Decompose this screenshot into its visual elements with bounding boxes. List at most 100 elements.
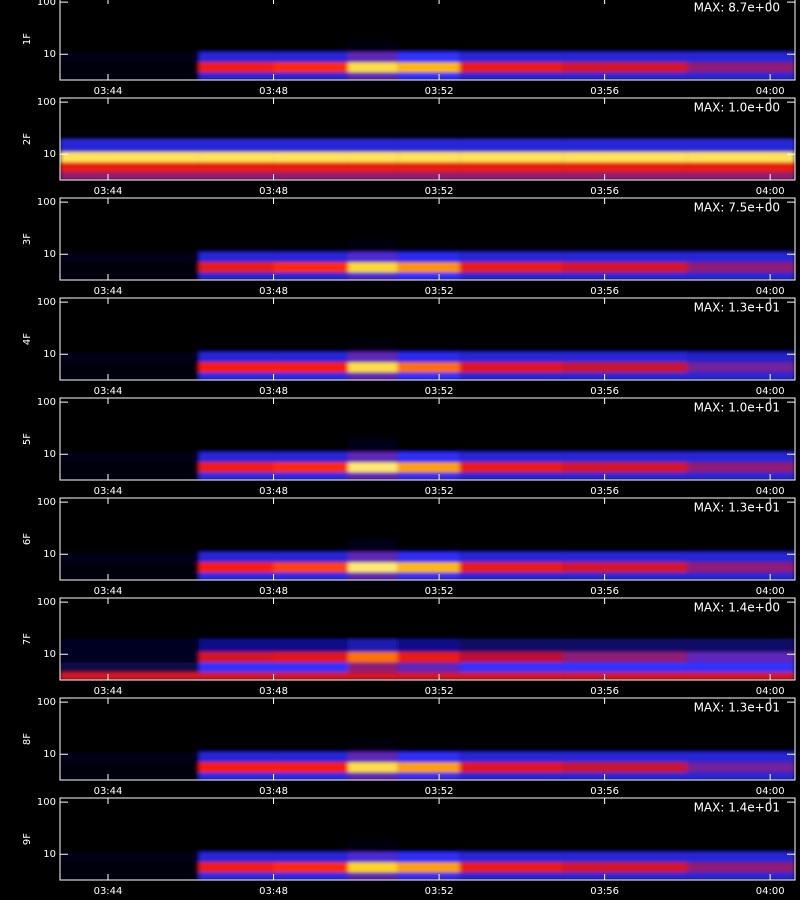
heat-cell — [273, 552, 349, 563]
heat-cell — [563, 438, 688, 453]
heat-cell — [397, 238, 460, 253]
heat-cell — [459, 238, 564, 253]
heat-cell — [687, 362, 795, 373]
heat-cell — [687, 552, 795, 563]
heat-cell — [273, 352, 349, 363]
spectrogram-panel: 10 100 03:44 03:48 03:52 03:56 04:00 6F MAX: 1.3… — [22, 497, 796, 597]
x-tick-label: 03:44 — [94, 386, 123, 397]
heat-cell — [397, 662, 460, 673]
heat-cell — [199, 338, 274, 353]
heat-cell — [459, 38, 564, 53]
heat-cell — [459, 462, 564, 473]
heat-cell — [687, 572, 795, 580]
spectrogram-panel: 10 100 03:44 03:48 03:52 03:56 04:00 4F MAX: 1.3… — [22, 297, 796, 397]
heat-cell — [563, 238, 688, 253]
heatmap — [60, 738, 795, 780]
heat-cell — [273, 752, 349, 763]
heat-cell — [348, 452, 398, 463]
y-tick-label: 10 — [43, 549, 56, 560]
x-tick-label: 04:00 — [756, 486, 785, 497]
heat-cell — [60, 338, 200, 353]
heat-cell — [199, 352, 274, 363]
heat-cell — [397, 262, 460, 273]
heat-cell — [687, 352, 795, 363]
heat-cell — [687, 152, 795, 163]
heat-cell — [60, 552, 200, 563]
heat-cell — [687, 338, 795, 353]
heat-cell — [563, 472, 688, 480]
heat-cell — [397, 72, 460, 80]
heat-cell — [459, 738, 564, 753]
y-tick-label: 10 — [43, 849, 56, 860]
x-tick-label: 04:00 — [756, 386, 785, 397]
heat-cell — [273, 338, 349, 353]
plot-frame — [59, 397, 796, 481]
heat-cell — [348, 772, 398, 780]
heat-cell — [459, 562, 564, 573]
x-tick-label: 03:52 — [425, 786, 454, 797]
heat-cell — [60, 652, 200, 663]
heat-cell — [348, 662, 398, 673]
max-label: MAX: 8.7e+00 — [694, 1, 780, 15]
plot-frame — [59, 0, 796, 81]
heat-cell — [273, 138, 349, 153]
heat-cell — [348, 38, 398, 53]
max-label: MAX: 1.4e+01 — [694, 801, 780, 815]
x-tick-label: 03:52 — [425, 186, 454, 197]
heat-cell — [397, 738, 460, 753]
heat-cell — [273, 538, 349, 553]
spectrogram-panel: 10 100 03:44 03:48 03:52 03:56 04:00 7F MAX: 1.4… — [22, 597, 796, 697]
heat-cell — [199, 638, 274, 653]
heat-cell — [687, 772, 795, 780]
heat-cell — [348, 172, 398, 180]
heat-cell — [348, 72, 398, 80]
heat-cell — [459, 352, 564, 363]
heat-cell — [563, 572, 688, 580]
heat-cell — [60, 862, 200, 873]
heat-cell — [459, 152, 564, 163]
x-tick-label: 03:56 — [590, 186, 619, 197]
heat-cell — [397, 272, 460, 280]
y-axis-label: 2F — [22, 133, 33, 145]
heat-cell — [397, 562, 460, 573]
heat-cell — [273, 838, 349, 853]
heat-cell — [563, 872, 688, 880]
heat-cell — [348, 52, 398, 63]
heat-cell — [60, 462, 200, 473]
heat-cell — [273, 72, 349, 80]
heat-cell — [273, 438, 349, 453]
heat-cell — [273, 762, 349, 773]
x-tick-label: 03:56 — [590, 486, 619, 497]
heat-cell — [459, 862, 564, 873]
x-tick-label: 03:56 — [590, 786, 619, 797]
heat-cell — [687, 538, 795, 553]
heat-cell — [397, 362, 460, 373]
heat-cell — [273, 672, 349, 680]
x-tick-label: 03:44 — [94, 886, 123, 897]
heat-cell — [687, 672, 795, 680]
heat-cell — [60, 762, 200, 773]
heat-cell — [397, 472, 460, 480]
plot-frame — [59, 197, 796, 281]
heat-cell — [348, 562, 398, 573]
heat-cell — [348, 262, 398, 273]
heat-cell — [348, 872, 398, 880]
heat-cell — [60, 452, 200, 463]
heatmap — [60, 38, 795, 80]
heat-cell — [563, 272, 688, 280]
heat-cell — [273, 238, 349, 253]
y-tick-label: 10 — [43, 449, 56, 460]
heat-cell — [60, 238, 200, 253]
heat-cell — [199, 138, 274, 153]
heat-cell — [273, 272, 349, 280]
heat-cell — [273, 452, 349, 463]
heatmap — [60, 338, 795, 380]
heat-cell — [687, 872, 795, 880]
heat-cell — [60, 38, 200, 53]
heat-cell — [397, 62, 460, 73]
heat-cell — [563, 752, 688, 763]
x-tick-label: 03:52 — [425, 486, 454, 497]
heat-cell — [348, 638, 398, 653]
x-tick-label: 04:00 — [756, 686, 785, 697]
heat-cell — [687, 438, 795, 453]
